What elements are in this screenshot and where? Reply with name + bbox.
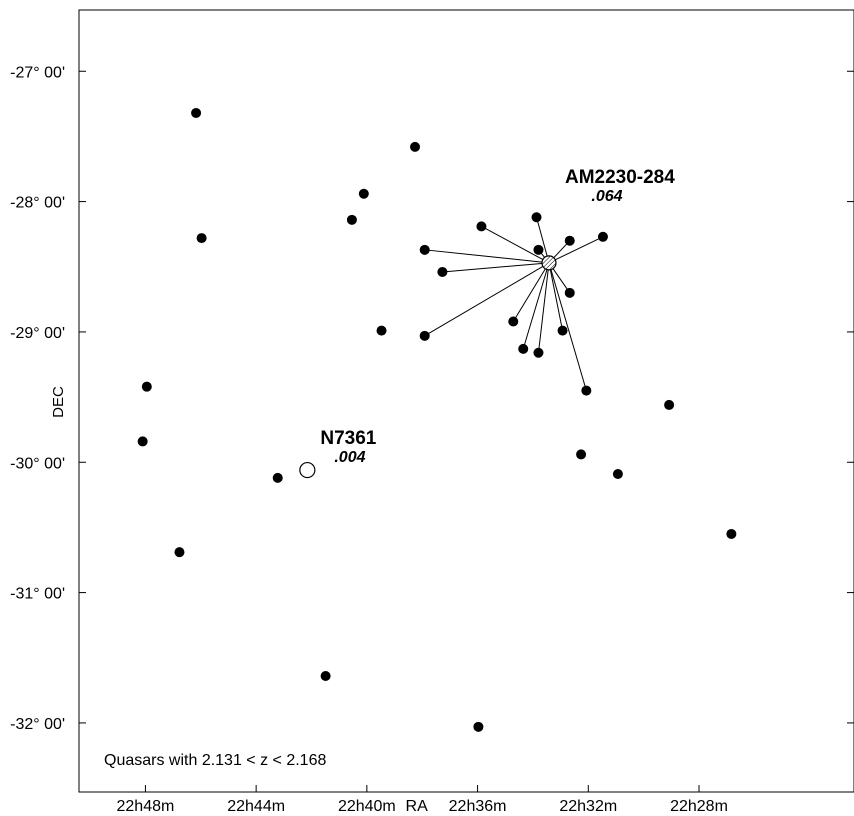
quasar-link-line	[536, 217, 550, 263]
quasar-point	[564, 287, 575, 298]
quasar-point	[346, 214, 357, 225]
y-tick-label: -27° 00'	[10, 64, 65, 81]
galaxy-redshift: .064	[591, 188, 622, 205]
galaxies: AM2230-284.064 N7361.004	[299, 167, 675, 479]
quasar-point	[664, 399, 675, 410]
x-ticks: 22h48m 22h44m 22h40m 22h36m 22h32m 22h28m	[117, 785, 728, 815]
quasar-point	[141, 381, 152, 392]
quasar-point	[518, 343, 529, 354]
quasar-point	[533, 244, 544, 255]
x-tick-label: 22h48m	[117, 798, 175, 815]
quasar-link-line	[548, 262, 587, 391]
quasar-point	[419, 330, 430, 341]
y-tick-label: -28° 00'	[10, 195, 65, 212]
quasar-point	[174, 547, 185, 558]
quasar-point	[137, 436, 148, 447]
quasar-point	[597, 231, 608, 242]
quasar-point	[612, 468, 623, 479]
quasar-point	[726, 528, 737, 539]
galaxy-name: AM2230-284	[565, 167, 675, 188]
quasar-link-line	[548, 236, 604, 264]
x-tick-label: 22h44m	[227, 798, 285, 815]
quasar-link-line	[442, 262, 550, 273]
y-tick-label: -29° 00'	[10, 325, 65, 342]
quasar-point	[320, 671, 331, 682]
y-tick-label: -31° 00'	[10, 586, 65, 603]
quasar-point	[358, 188, 369, 199]
quasar-point	[473, 721, 484, 732]
quasar-points	[137, 107, 737, 732]
quasar-point	[531, 212, 542, 223]
quasar-point	[576, 449, 587, 460]
link-lines	[424, 217, 604, 391]
y-tick-label: -30° 00'	[10, 455, 65, 472]
quasar-point	[533, 347, 544, 358]
y-tick-label: -32° 00'	[10, 716, 65, 733]
quasar-link-line	[512, 262, 550, 322]
x-tick-label: 22h36m	[449, 798, 507, 815]
quasar-link-line	[522, 262, 550, 350]
quasar-annotation: Quasars with 2.131 < z < 2.168	[104, 752, 326, 769]
quasar-link-line	[537, 262, 550, 353]
quasar-point	[476, 221, 487, 232]
galaxy-name: N7361	[320, 428, 376, 449]
y-ticks: -27° 00' -28° 00' -29° 00' -30° 00' -31° 00'…	[10, 64, 854, 733]
quasar-link-line	[548, 262, 564, 331]
quasar-point	[581, 385, 592, 396]
quasar-point	[272, 472, 283, 483]
galaxy-redshift: .004	[334, 449, 365, 466]
plot-frame	[78, 9, 854, 793]
quasar-point	[196, 233, 207, 244]
quasar-link-line	[424, 249, 550, 264]
galaxy-marker	[541, 255, 557, 271]
quasar-point	[564, 235, 575, 246]
quasar-link-line	[481, 225, 550, 264]
quasar-point	[410, 141, 421, 152]
quasar-point	[437, 266, 448, 277]
x-tick-label: 22h32m	[559, 798, 617, 815]
quasar-point	[508, 316, 519, 327]
y-axis-label: DEC	[50, 386, 67, 418]
galaxy-marker	[299, 461, 316, 479]
quasar-point	[557, 325, 568, 336]
quasar-point	[191, 107, 202, 118]
quasar-link-line	[424, 262, 550, 337]
quasar-point	[376, 325, 387, 336]
x-tick-label: 22h28m	[670, 798, 728, 815]
x-axis-label: RA	[406, 798, 429, 815]
quasar-point	[419, 244, 430, 255]
x-tick-label: 22h40m	[338, 798, 396, 815]
